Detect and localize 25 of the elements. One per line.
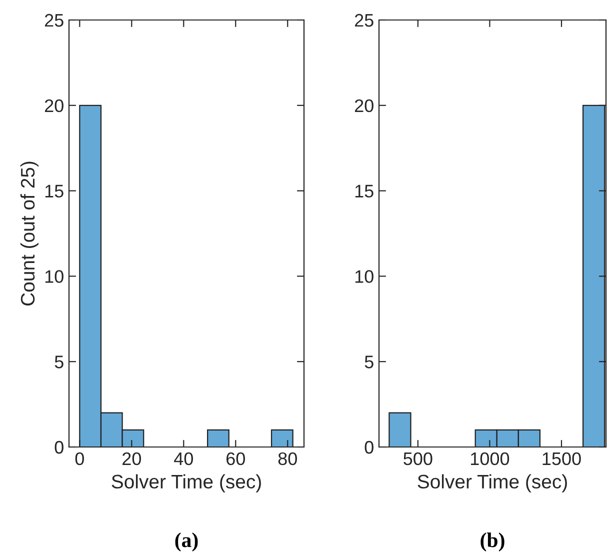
text: (a) (175, 532, 198, 552)
y-tick-label: 20 (44, 99, 64, 112)
y-tick-label: 25 (354, 14, 374, 27)
y-tick-label: 20 (354, 99, 374, 112)
x-axis-title: Solver Time (sec) (418, 474, 567, 492)
x-tick-label: 60 (226, 452, 245, 466)
x-tick-label: 1000 (470, 452, 510, 466)
text: (b) (480, 532, 504, 552)
x-tick-label: 1500 (542, 452, 581, 466)
y-tick-label: 0 (364, 440, 374, 454)
y-tick-label: 10 (355, 270, 374, 283)
y-tick-label: 15 (355, 184, 374, 198)
x-tick-label: 40 (174, 452, 193, 466)
y-tick-label: 5 (54, 356, 64, 368)
y-tick-label: 15 (45, 184, 64, 198)
y-tick-label: 0 (54, 440, 64, 454)
x-tick-label: 500 (404, 452, 432, 466)
y-tick-label: 5 (364, 356, 374, 368)
x-tick-label: 0 (75, 452, 84, 466)
x-tick-label: 80 (278, 452, 297, 466)
y-tick-label: 10 (45, 270, 64, 283)
y-tick-label: 25 (44, 14, 64, 27)
y-axis-title: Count (out of 25) (20, 162, 38, 306)
x-axis-title: Solver Time (sec) (112, 474, 261, 492)
x-tick-label: 20 (122, 452, 141, 466)
